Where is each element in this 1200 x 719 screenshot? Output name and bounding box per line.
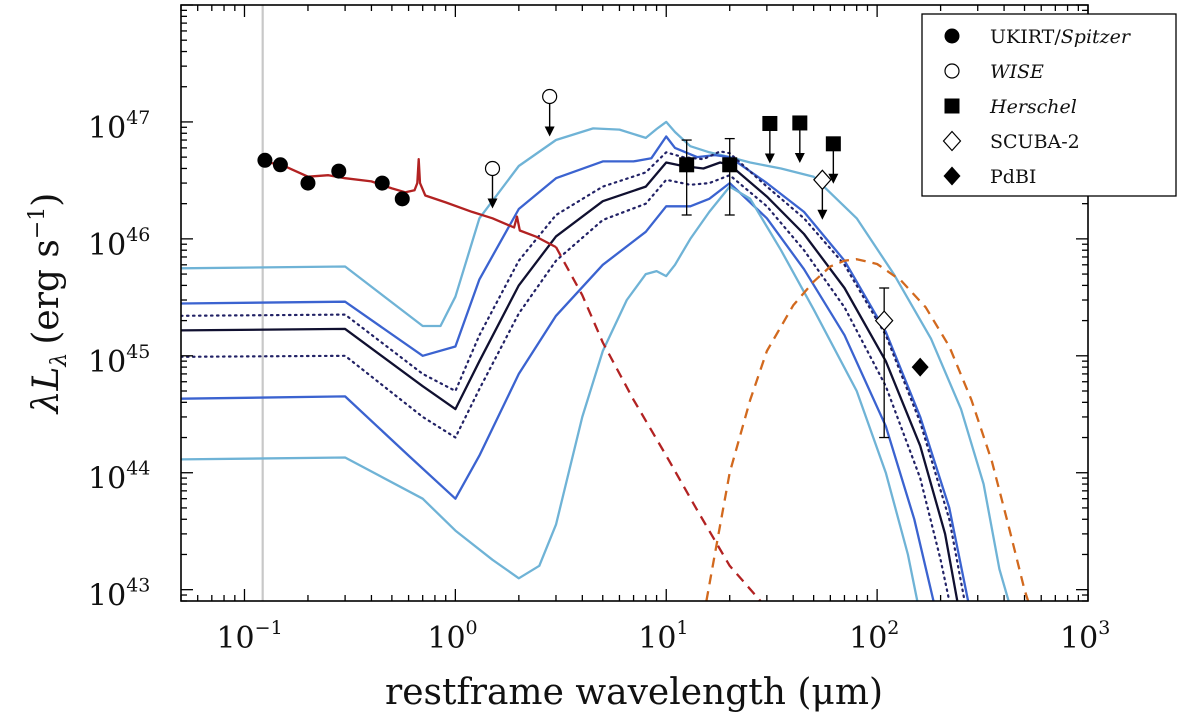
legend-marker: [944, 98, 960, 114]
upper-limit-arrow: [487, 198, 498, 209]
legend-marker: [943, 166, 961, 186]
y-tick-label: 1043: [88, 575, 150, 614]
x-tick-exponent: −1: [255, 617, 283, 639]
y-tick-exponent: 46: [126, 224, 150, 246]
x-tick-label: 10−1: [216, 617, 282, 656]
photometry-points: [257, 88, 929, 439]
plot-frame: [180, 4, 1089, 602]
photometry-point: [300, 175, 316, 191]
legend-label: UKIRT/Spitzer: [990, 26, 1132, 48]
y-tick-label: 1045: [88, 341, 150, 380]
upper-limit-arrow: [817, 209, 828, 220]
x-tick-exponent: 3: [1098, 617, 1110, 639]
series-quasar-extrapolation: [554, 246, 762, 601]
photometry-point: [762, 115, 778, 131]
x-tick-exponent: 2: [887, 617, 899, 639]
x-axis-title: restframe wavelength (μm): [385, 672, 883, 713]
upper-limit-arrow: [764, 153, 775, 164]
upper-limit-arrow: [794, 152, 805, 163]
upper-limit-arrow: [828, 173, 839, 184]
series-envelope-dotted-upper: [181, 150, 966, 601]
photometry-point: [813, 169, 832, 191]
photometry-point: [272, 157, 288, 173]
legend-label-italic: Herschel: [989, 96, 1077, 118]
legend-label: PdBI: [990, 166, 1036, 188]
photometry-point: [722, 157, 738, 173]
y-tick-exponent: 45: [126, 341, 150, 363]
legend-label-text: SCUBA-2: [990, 131, 1080, 153]
legend-label-text: PdBI: [990, 166, 1036, 188]
series-envelope-outer-lower: [181, 185, 919, 601]
x-tick-label: 103: [1060, 617, 1110, 656]
photometry-point: [542, 88, 558, 105]
series-dust-greybody: [705, 258, 1030, 601]
y-axis-units: (erg s: [26, 239, 67, 345]
legend-label-italic: WISE: [990, 61, 1044, 83]
legend-label-italic: Spitzer: [1061, 26, 1132, 48]
legend-label: WISE: [990, 61, 1044, 83]
x-tick-exponent: 1: [676, 617, 688, 639]
photometry-point: [792, 115, 808, 131]
photometry-point: [679, 157, 695, 173]
series-envelope-blue-upper: [181, 135, 970, 601]
photometry-point: [257, 152, 273, 168]
x-tick-label: 100: [427, 617, 477, 656]
legend: UKIRT/Spitzer WISE Herschel SCUBA-2 PdBI: [921, 13, 1177, 197]
legend-marker: [944, 63, 960, 79]
y-axis-units-close: ): [26, 193, 67, 207]
series-envelope-blue-lower: [181, 181, 935, 601]
legend-label: SCUBA-2: [990, 131, 1080, 153]
legend-box: [921, 13, 1177, 197]
y-tick-label: 1046: [88, 224, 150, 263]
upper-limit-arrow: [544, 126, 555, 137]
photometry-point: [825, 136, 841, 152]
photometry-point: [331, 163, 347, 179]
x-tick-label: 102: [849, 617, 899, 656]
photometry-point: [911, 357, 929, 377]
y-axis-units-exponent: −1: [25, 207, 50, 239]
legend-marker: [942, 130, 962, 152]
x-tick-label: 101: [638, 617, 688, 656]
y-tick-label: 1047: [88, 107, 150, 146]
series-envelope-outer-upper: [181, 120, 1010, 601]
axis-labels: 10−1 100 101 102 10310431044104510461047rest…: [25, 107, 1110, 713]
y-axis-L: L: [26, 367, 67, 392]
y-tick-exponent: 44: [126, 458, 150, 480]
legend-label-text: UKIRT/: [990, 26, 1061, 48]
legend-marker: [944, 28, 960, 44]
y-tick-exponent: 43: [126, 575, 150, 597]
y-axis-subscript: λ: [47, 353, 72, 368]
series-quasar-template: [261, 158, 557, 249]
photometry-point: [394, 191, 410, 207]
series-best-fit: [181, 161, 959, 601]
series-envelope-dotted-lower: [181, 174, 951, 601]
y-axis-title: λLλ (erg s−1): [25, 193, 72, 416]
y-tick-exponent: 47: [126, 107, 150, 129]
y-tick-label: 1044: [88, 458, 150, 497]
photometry-point: [484, 160, 501, 177]
legend-label: Herschel: [989, 96, 1077, 118]
x-tick-exponent: 0: [466, 617, 478, 639]
photometry-point: [874, 310, 894, 332]
plot-area: [181, 5, 1030, 601]
y-axis-lambda: λ: [26, 391, 67, 416]
photometry-point: [374, 175, 390, 191]
